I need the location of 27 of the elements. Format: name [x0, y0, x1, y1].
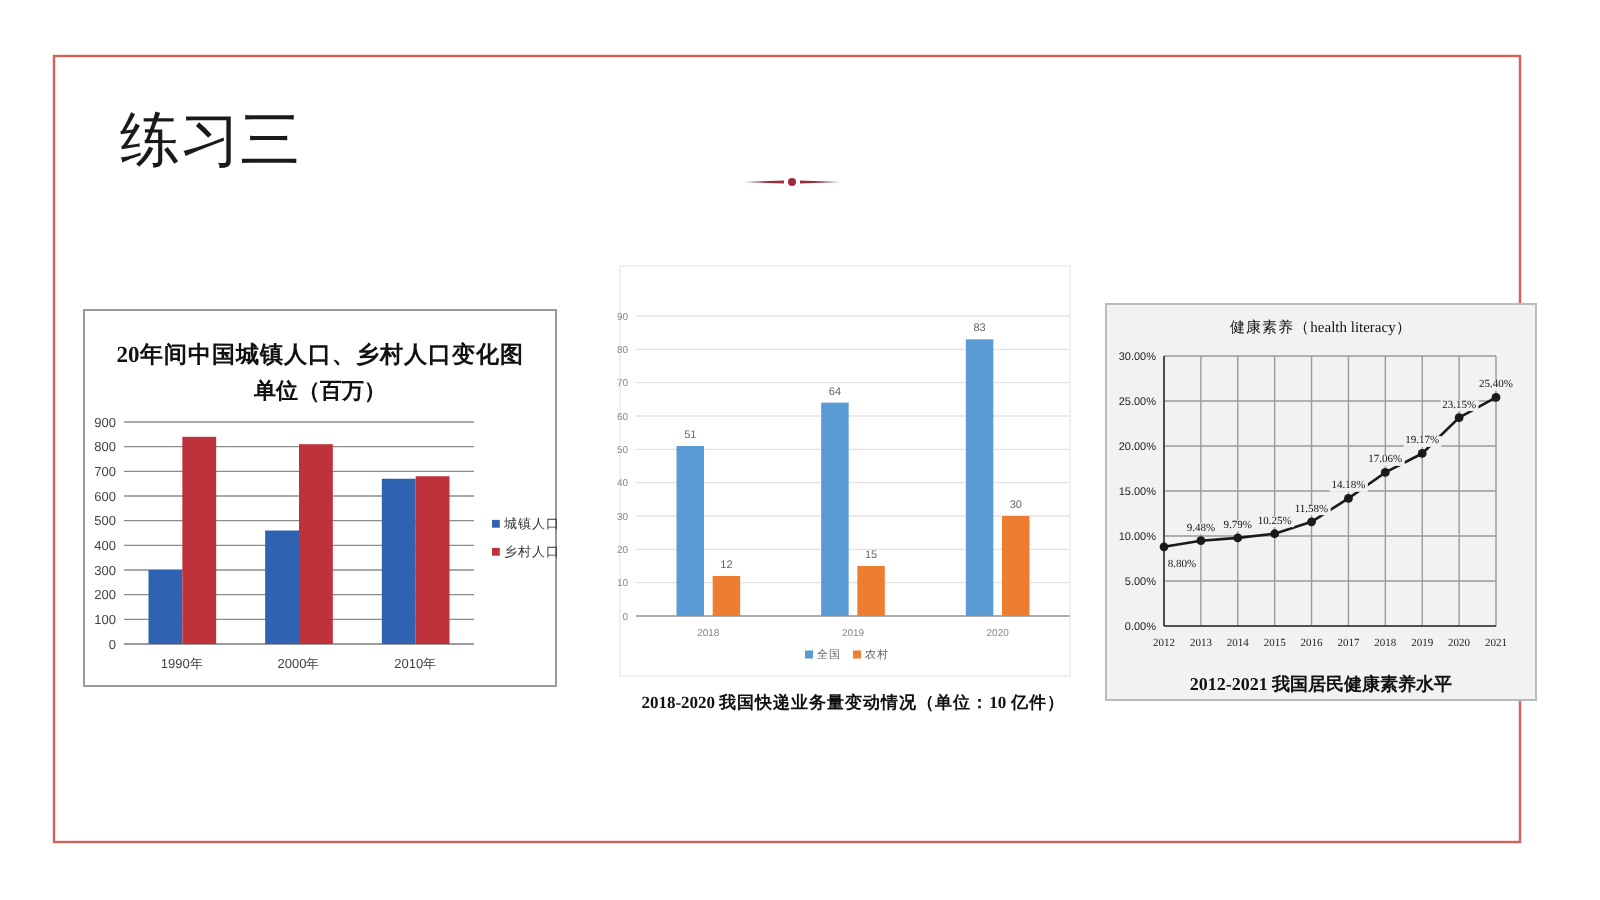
bar — [148, 570, 183, 644]
point — [1233, 533, 1243, 543]
point — [1196, 536, 1206, 546]
point — [1380, 468, 1390, 477]
text: 练习三 — [120, 108, 300, 174]
text: 2018-2020 我国快递业务量变动情况（单位：10 亿件） — [641, 692, 1065, 712]
bar — [965, 339, 994, 616]
bar — [299, 444, 333, 644]
chart-subtitle: 单位（百万） — [252, 378, 386, 404]
point — [1454, 413, 1464, 423]
bar — [265, 530, 299, 644]
bar — [821, 402, 849, 616]
text: 2012-2021 我国居民健康素养水平 — [1189, 674, 1453, 694]
point — [1270, 529, 1280, 539]
bar — [381, 478, 416, 644]
point — [1491, 393, 1501, 402]
bar — [415, 476, 450, 644]
bar — [712, 576, 741, 616]
bar — [1002, 516, 1030, 616]
bar — [182, 436, 217, 644]
point — [1159, 542, 1169, 552]
chart-title: 20年间中国城镇人口、乡村人口变化图 — [116, 340, 524, 368]
point — [1344, 493, 1353, 503]
point — [1307, 517, 1316, 527]
bar — [857, 566, 885, 616]
point — [1417, 449, 1427, 458]
bar — [676, 446, 704, 616]
